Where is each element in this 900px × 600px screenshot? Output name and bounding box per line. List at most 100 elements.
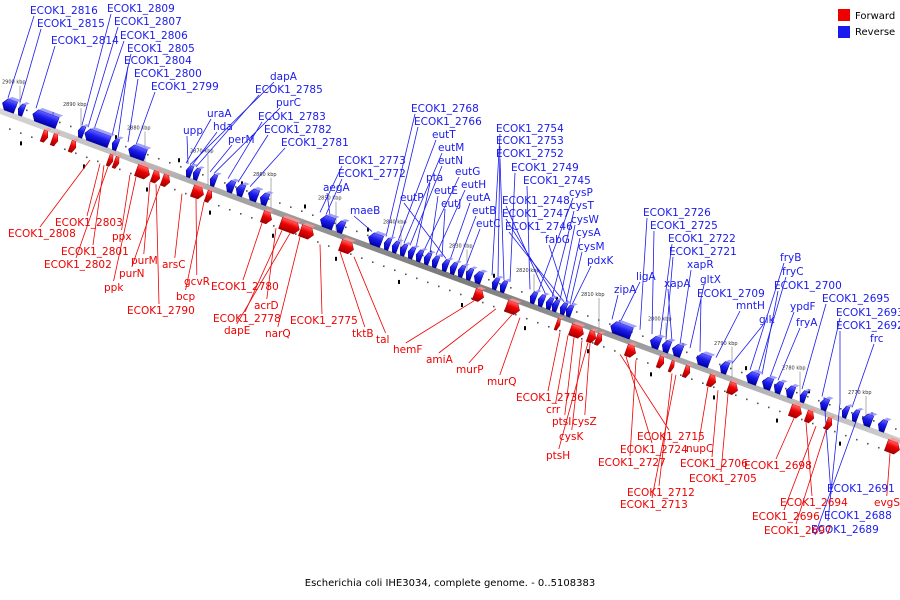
guide-dot [493, 305, 495, 308]
leader-line [783, 426, 817, 511]
guide-dot [559, 329, 561, 332]
guide-dot [686, 351, 688, 354]
forward-gene-label: ECOK1_2808 [8, 228, 76, 240]
reverse-gene-label: ECOK1_2726 [643, 207, 711, 219]
leader-line [227, 121, 263, 179]
guide-dot [119, 168, 121, 171]
reverse-gene-arrow [499, 278, 512, 294]
legend-forward-swatch [838, 9, 850, 21]
reverse-gene-label: ECOK1_2772 [338, 168, 406, 180]
leader-line [761, 290, 779, 375]
leader-line [625, 356, 653, 444]
forward-gene-arrow [149, 168, 163, 184]
reverse-gene-arrow [819, 396, 834, 412]
leader-line [468, 314, 513, 364]
leader-line [449, 202, 471, 261]
scale-tick-label: 2850 kbp [318, 196, 342, 202]
reverse-gene-label: eutB [472, 205, 496, 217]
reverse-gene-label: ECOK1_2700 [774, 280, 842, 292]
guide-dot [20, 132, 22, 134]
guide-dot [229, 208, 231, 211]
leader-line [526, 185, 531, 290]
guide-dot [845, 434, 847, 437]
guide-dot [218, 204, 220, 207]
guide-dot [702, 382, 704, 384]
leader-line [491, 133, 501, 276]
forward-gene-arrow [471, 286, 486, 302]
guide-dot [818, 399, 820, 402]
reverse-gene-label: uraA [207, 108, 232, 120]
guide-dot [174, 188, 176, 191]
guide-dot [246, 190, 248, 192]
guide-dot [741, 371, 743, 374]
forward-gene-label: ECOK1_2705 [689, 473, 757, 485]
guide-dot [581, 338, 583, 340]
guide-dot [273, 225, 275, 227]
guide-dot [840, 408, 842, 410]
leader-line [509, 172, 516, 283]
forward-gene-label: ECOK1_2713 [620, 499, 688, 511]
reverse-gene-label: ECOK1_2800 [134, 68, 202, 80]
guide-dot [345, 226, 347, 229]
label-leader-lines [7, 13, 891, 536]
leader-line [93, 40, 125, 130]
backbone-tick [461, 303, 463, 308]
leader-line [236, 233, 291, 325]
reverse-gene-arrow [877, 417, 892, 433]
guide-dot [317, 241, 319, 243]
leader-line [698, 386, 709, 443]
leader-line [715, 310, 741, 358]
guide-dot [26, 109, 28, 112]
forward-gene-label: ECOK1_2712 [627, 487, 695, 499]
leader-line [191, 131, 218, 166]
reverse-gene-label: ECOK1_2688 [824, 510, 892, 522]
guide-dot [873, 420, 875, 422]
leader-line [497, 145, 501, 278]
guide-dot [785, 387, 787, 390]
leader-line [438, 308, 497, 354]
leader-line [499, 158, 505, 280]
leader-line [457, 215, 477, 264]
guide-dot [510, 287, 512, 289]
backbone-tick [272, 233, 274, 238]
leader-line [92, 165, 105, 246]
forward-gene-arrow [189, 183, 206, 200]
reverse-gene-arrow [32, 107, 64, 129]
reverse-gene-arrow [719, 359, 734, 375]
scale-tick-label: 2820 kbp [516, 268, 540, 274]
forward-guide-dots [9, 128, 891, 453]
forward-gene-arrow [593, 331, 606, 346]
guide-dot [878, 446, 880, 449]
gene-features [2, 96, 900, 455]
guide-dot [636, 358, 638, 360]
guide-dot [97, 160, 99, 163]
scale-tick-label: 2790 kbp [714, 341, 738, 347]
guide-dot [405, 273, 407, 276]
leader-line [665, 256, 674, 340]
reverse-gene-arrow [762, 375, 778, 391]
guide-dot [312, 214, 314, 216]
reverse-gene-arrow [565, 303, 578, 318]
guide-dot [356, 230, 358, 233]
guide-dot [64, 148, 66, 151]
guide-dot [834, 430, 836, 433]
reverse-gene-label: ECOK1_2752 [496, 148, 564, 160]
leader-line [499, 317, 521, 376]
leader-line [564, 337, 575, 416]
leader-line [385, 113, 416, 237]
leader-line [551, 210, 575, 298]
leader-line [651, 374, 677, 499]
reverse-gene-arrow [248, 187, 264, 203]
guide-dot [796, 391, 798, 394]
guide-dot [488, 278, 490, 281]
leader-line [801, 303, 827, 390]
leader-line [186, 135, 189, 164]
reverse-gene-arrow [537, 292, 550, 308]
backbone-tick [83, 164, 85, 169]
reverse-gene-arrow [746, 369, 764, 386]
guide-dot [383, 265, 385, 268]
reverse-gene-label: eutJ [441, 198, 461, 210]
reverse-gene-label: pdxK [587, 255, 615, 267]
guide-dot [757, 402, 759, 405]
reverse-gene-arrow [407, 245, 420, 260]
